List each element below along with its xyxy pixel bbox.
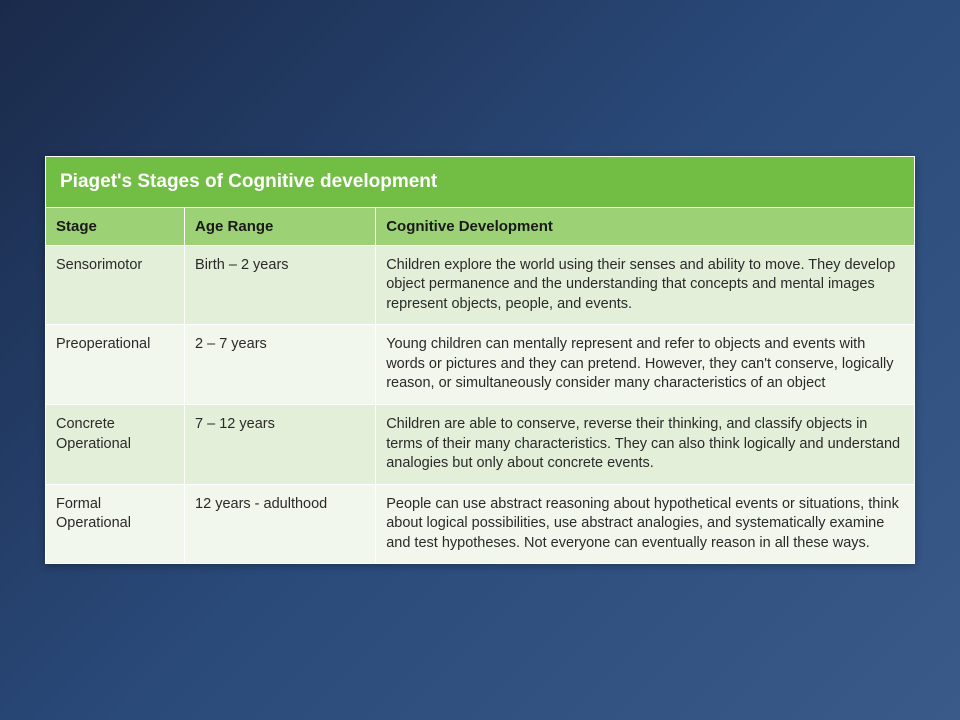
- table-row: Preoperational 2 – 7 years Young childre…: [46, 325, 915, 405]
- col-header-desc: Cognitive Development: [376, 207, 915, 245]
- cell-stage: Preoperational: [46, 325, 185, 405]
- cell-stage: Formal Operational: [46, 484, 185, 564]
- cell-age: 12 years - adulthood: [185, 484, 376, 564]
- cell-desc: Children are able to conserve, reverse t…: [376, 405, 915, 485]
- table-row: Sensorimotor Birth – 2 years Children ex…: [46, 245, 915, 325]
- table-title: Piaget's Stages of Cognitive development: [46, 156, 915, 207]
- table-header-row: Stage Age Range Cognitive Development: [46, 207, 915, 245]
- cell-desc: Children explore the world using their s…: [376, 245, 915, 325]
- cell-age: 7 – 12 years: [185, 405, 376, 485]
- piaget-table: Piaget's Stages of Cognitive development…: [45, 156, 915, 565]
- cell-stage: Concrete Operational: [46, 405, 185, 485]
- slide: Piaget's Stages of Cognitive development…: [45, 156, 915, 565]
- cell-desc: Young children can mentally represent an…: [376, 325, 915, 405]
- table-title-row: Piaget's Stages of Cognitive development: [46, 156, 915, 207]
- col-header-stage: Stage: [46, 207, 185, 245]
- cell-age: 2 – 7 years: [185, 325, 376, 405]
- cell-stage: Sensorimotor: [46, 245, 185, 325]
- cell-age: Birth – 2 years: [185, 245, 376, 325]
- table-row: Concrete Operational 7 – 12 years Childr…: [46, 405, 915, 485]
- cell-desc: People can use abstract reasoning about …: [376, 484, 915, 564]
- col-header-age: Age Range: [185, 207, 376, 245]
- table-row: Formal Operational 12 years - adulthood …: [46, 484, 915, 564]
